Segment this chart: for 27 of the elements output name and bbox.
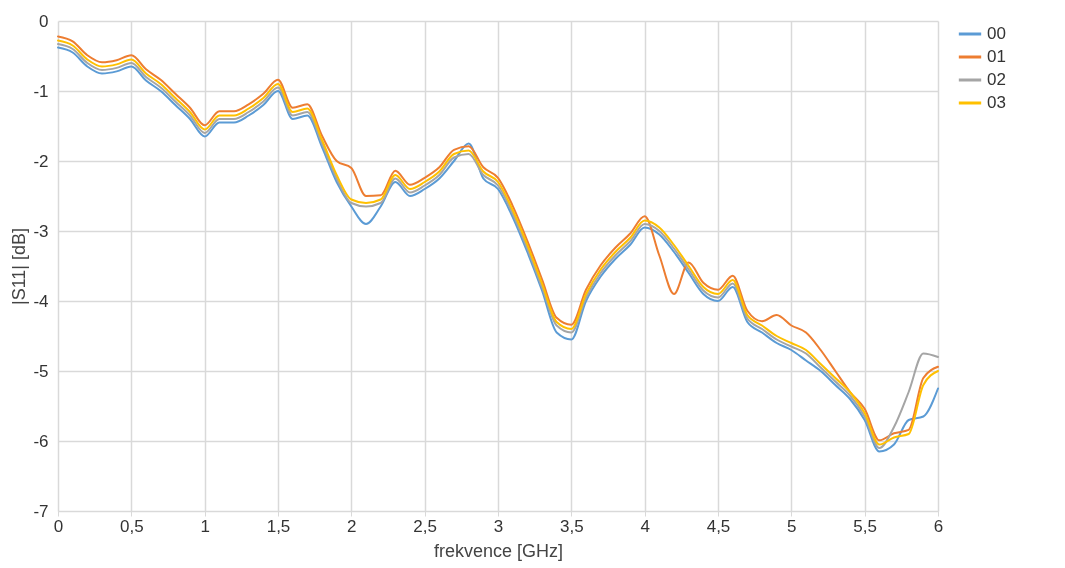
y-axis-title: |S11| [dB] <box>9 227 30 306</box>
x-tick-label: 1,5 <box>266 516 291 536</box>
x-tick-label: 5 <box>787 516 797 536</box>
x-tick-label: 2 <box>347 516 357 536</box>
y-tick-label: -6 <box>33 431 49 451</box>
x-tick-label: 3,5 <box>560 516 584 536</box>
x-axis-title: frekvence [GHz] <box>433 540 564 561</box>
y-tick-label: -3 <box>33 221 49 241</box>
x-tick-label: 3 <box>493 516 504 536</box>
y-tick-label: -1 <box>33 81 49 101</box>
legend-label: 03 <box>987 93 1006 112</box>
y-tick-label: -5 <box>33 361 49 381</box>
legend-label: 02 <box>987 70 1006 89</box>
y-tick-label: 0 <box>39 11 49 31</box>
y-tick-label: -2 <box>33 151 49 171</box>
x-tick-label: 5,5 <box>853 516 877 536</box>
x-tick-label: 6 <box>933 516 944 536</box>
x-tick-label: 1 <box>200 516 210 536</box>
x-tick-label: 2,5 <box>413 516 437 536</box>
x-tick-label: 4,5 <box>706 516 731 536</box>
x-tick-label: 0 <box>53 516 64 536</box>
y-tick-label: -7 <box>33 501 49 521</box>
legend-label: 01 <box>987 47 1006 66</box>
x-tick-label: 0,5 <box>120 516 144 536</box>
y-tick-label: -4 <box>33 291 49 311</box>
x-tick-label: 4 <box>640 516 650 536</box>
legend-label: 00 <box>987 24 1006 43</box>
